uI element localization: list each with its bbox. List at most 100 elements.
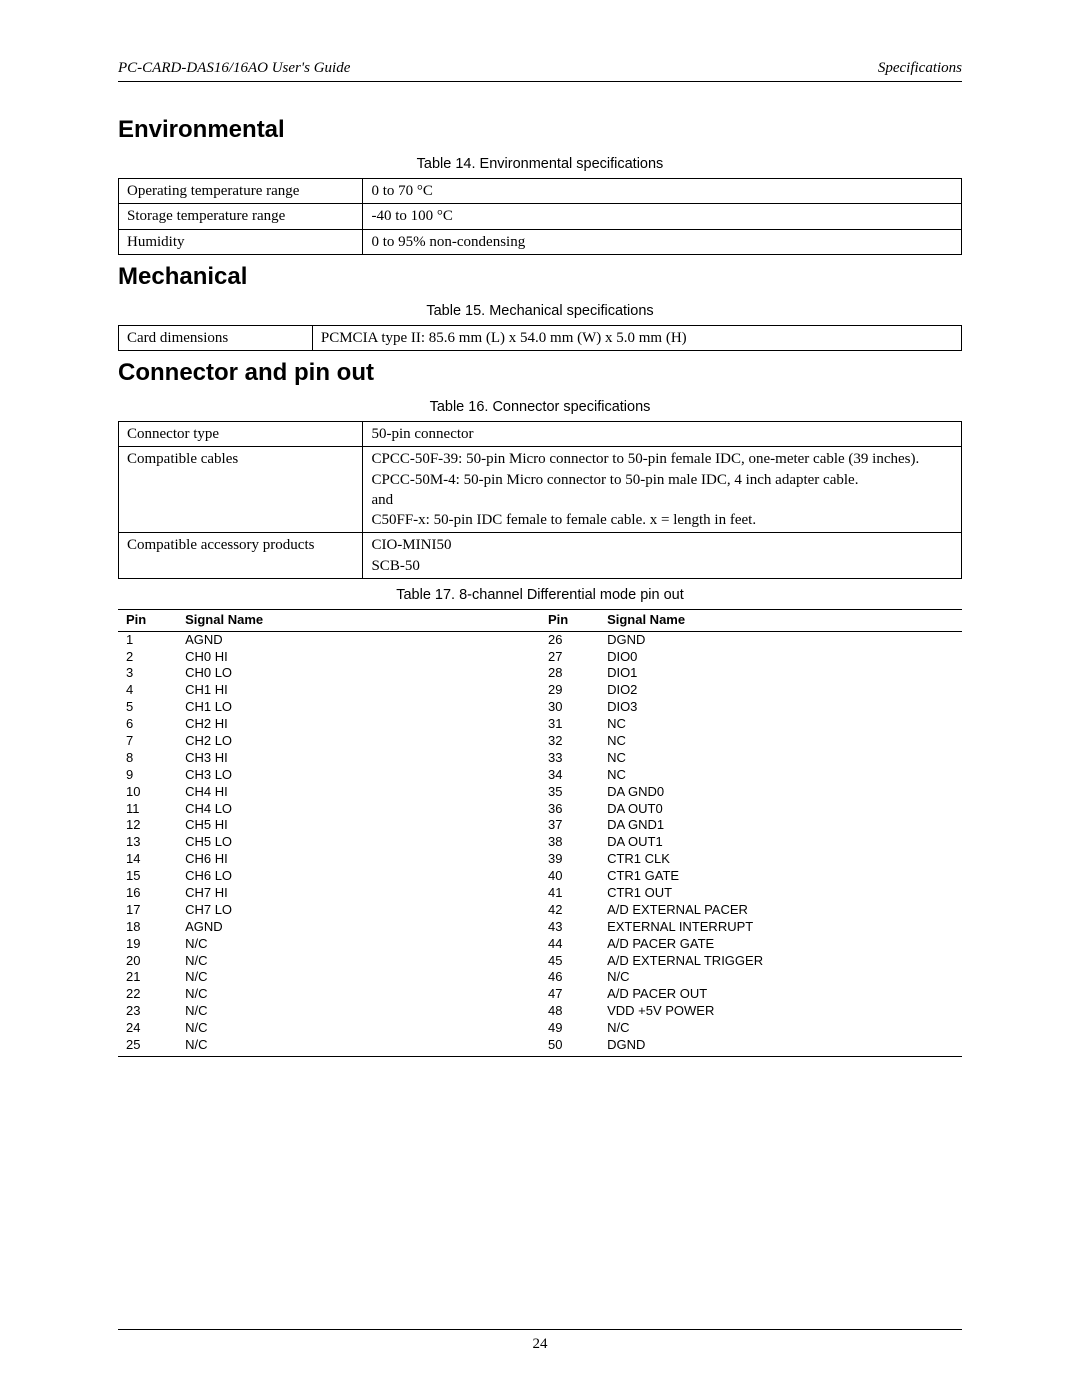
footer-rule xyxy=(118,1329,962,1330)
signal-name: NC xyxy=(599,750,962,767)
header-rule xyxy=(118,81,962,82)
pin-number: 27 xyxy=(540,649,599,666)
table-row: 17CH7 LO42A/D EXTERNAL PACER xyxy=(118,902,962,919)
signal-name: CH2 HI xyxy=(177,716,540,733)
pin-number: 24 xyxy=(118,1020,177,1037)
signal-name: CH4 LO xyxy=(177,801,540,818)
spec-value: CPCC-50F-39: 50-pin Micro connector to 5… xyxy=(363,447,962,533)
spec-value-line: SCB-50 xyxy=(371,558,419,574)
spec-value: PCMCIA type II: 85.6 mm (L) x 54.0 mm (W… xyxy=(312,325,961,350)
spec-value: 50-pin connector xyxy=(363,422,962,447)
signal-name: N/C xyxy=(177,969,540,986)
pin-number: 22 xyxy=(118,986,177,1003)
table-row: 4CH1 HI29DIO2 xyxy=(118,682,962,699)
table-row: 7CH2 LO32NC xyxy=(118,733,962,750)
signal-name: CH5 HI xyxy=(177,817,540,834)
col-signal: Signal Name xyxy=(177,609,540,631)
pin-number: 33 xyxy=(540,750,599,767)
signal-name: CTR1 CLK xyxy=(599,851,962,868)
pin-number: 41 xyxy=(540,885,599,902)
table-row: 13CH5 LO38DA OUT1 xyxy=(118,834,962,851)
pin-number: 8 xyxy=(118,750,177,767)
table-row: Operating temperature range 0 to 70 °C xyxy=(119,179,962,204)
table17: Pin Signal Name Pin Signal Name 1AGND26D… xyxy=(118,609,962,1057)
spec-value: 0 to 70 °C xyxy=(363,179,962,204)
page-footer: 24 xyxy=(0,1329,1080,1353)
pin-number: 16 xyxy=(118,885,177,902)
pin-number: 23 xyxy=(118,1003,177,1020)
page-number: 24 xyxy=(0,1336,1080,1353)
pin-number: 42 xyxy=(540,902,599,919)
signal-name: DGND xyxy=(599,631,962,648)
signal-name: CH2 LO xyxy=(177,733,540,750)
signal-name: DIO3 xyxy=(599,699,962,716)
table-row: 11CH4 LO36DA OUT0 xyxy=(118,801,962,818)
signal-name: A/D PACER OUT xyxy=(599,986,962,1003)
spec-value-line: CIO-MINI50 xyxy=(371,537,451,553)
pin-number: 32 xyxy=(540,733,599,750)
pin-number: 38 xyxy=(540,834,599,851)
spec-value-line: and xyxy=(371,492,393,508)
spec-label: Humidity xyxy=(119,229,363,254)
signal-name: N/C xyxy=(599,969,962,986)
signal-name: DGND xyxy=(599,1037,962,1056)
signal-name: NC xyxy=(599,716,962,733)
table14: Operating temperature range 0 to 70 °C S… xyxy=(118,178,962,255)
table-row: 19N/C44A/D PACER GATE xyxy=(118,936,962,953)
table15-caption: Table 15. Mechanical specifications xyxy=(118,303,962,319)
table-row: 24N/C49N/C xyxy=(118,1020,962,1037)
pin-number: 45 xyxy=(540,953,599,970)
pin-number: 14 xyxy=(118,851,177,868)
spec-value-line: CPCC-50F-39: 50-pin Micro connector to 5… xyxy=(371,451,919,467)
spec-label: Card dimensions xyxy=(119,325,313,350)
signal-name: N/C xyxy=(177,1037,540,1056)
table16-caption: Table 16. Connector specifications xyxy=(118,399,962,415)
spec-label: Compatible accessory products xyxy=(119,533,363,579)
signal-name: CH3 LO xyxy=(177,767,540,784)
spec-value-line: C50FF-x: 50-pin IDC female to female cab… xyxy=(371,512,756,528)
table-row: 12CH5 HI37DA GND1 xyxy=(118,817,962,834)
table-row: 6CH2 HI31NC xyxy=(118,716,962,733)
signal-name: N/C xyxy=(177,1003,540,1020)
signal-name: N/C xyxy=(177,986,540,1003)
pin-number: 35 xyxy=(540,784,599,801)
table-row: 18AGND43EXTERNAL INTERRUPT xyxy=(118,919,962,936)
table-row: 16CH7 HI41CTR1 OUT xyxy=(118,885,962,902)
signal-name: N/C xyxy=(177,936,540,953)
pin-number: 49 xyxy=(540,1020,599,1037)
signal-name: CH3 HI xyxy=(177,750,540,767)
pin-number: 40 xyxy=(540,868,599,885)
signal-name: CH0 HI xyxy=(177,649,540,666)
table-row: 14CH6 HI39CTR1 CLK xyxy=(118,851,962,868)
signal-name: N/C xyxy=(599,1020,962,1037)
signal-name: N/C xyxy=(177,1020,540,1037)
table-row: 25N/C50DGND xyxy=(118,1037,962,1056)
signal-name: A/D EXTERNAL PACER xyxy=(599,902,962,919)
pin-number: 5 xyxy=(118,699,177,716)
pin-number: 10 xyxy=(118,784,177,801)
signal-name: N/C xyxy=(177,953,540,970)
table-row: 20N/C45A/D EXTERNAL TRIGGER xyxy=(118,953,962,970)
pin-number: 18 xyxy=(118,919,177,936)
signal-name: AGND xyxy=(177,919,540,936)
table-row: 21N/C46N/C xyxy=(118,969,962,986)
spec-value: 0 to 95% non-condensing xyxy=(363,229,962,254)
signal-name: VDD +5V POWER xyxy=(599,1003,962,1020)
table-row: Humidity 0 to 95% non-condensing xyxy=(119,229,962,254)
pin-number: 6 xyxy=(118,716,177,733)
pin-number: 29 xyxy=(540,682,599,699)
signal-name: CH1 LO xyxy=(177,699,540,716)
signal-name: DA GND1 xyxy=(599,817,962,834)
table-header-row: Pin Signal Name Pin Signal Name xyxy=(118,609,962,631)
signal-name: A/D PACER GATE xyxy=(599,936,962,953)
pin-number: 36 xyxy=(540,801,599,818)
pin-number: 47 xyxy=(540,986,599,1003)
signal-name: CH7 LO xyxy=(177,902,540,919)
pin-number: 17 xyxy=(118,902,177,919)
spec-label: Connector type xyxy=(119,422,363,447)
pin-number: 50 xyxy=(540,1037,599,1056)
table-row: 3CH0 LO28DIO1 xyxy=(118,665,962,682)
table-row: Compatible accessory products CIO-MINI50… xyxy=(119,533,962,579)
table-row: 5CH1 LO30DIO3 xyxy=(118,699,962,716)
signal-name: CH5 LO xyxy=(177,834,540,851)
